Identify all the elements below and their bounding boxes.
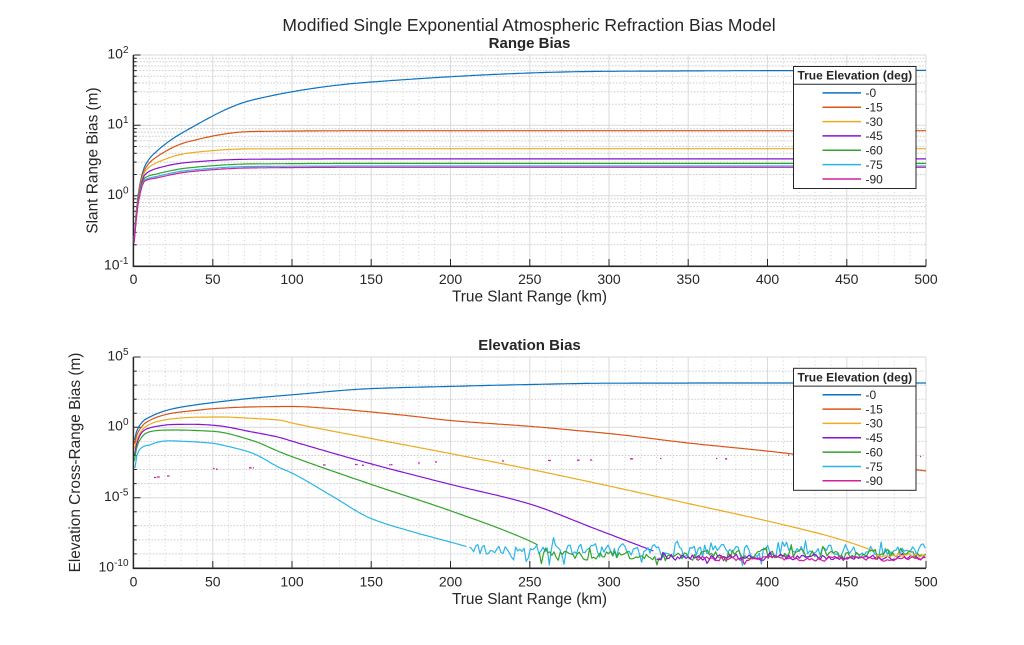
svg-text:-0: -0 — [866, 388, 877, 402]
svg-text:-60: -60 — [866, 445, 884, 459]
svg-text:-90: -90 — [866, 474, 884, 488]
svg-text:150: 150 — [360, 271, 384, 287]
svg-text:True Elevation (deg): True Elevation (deg) — [797, 371, 912, 385]
svg-text:100: 100 — [280, 271, 304, 287]
svg-text:300: 300 — [597, 574, 621, 590]
svg-text:-30: -30 — [866, 417, 884, 431]
svg-text:100: 100 — [280, 574, 304, 590]
svg-text:-75: -75 — [866, 460, 884, 474]
svg-text:300: 300 — [597, 271, 621, 287]
svg-text:-30: -30 — [866, 115, 884, 129]
svg-text:True Slant Range (km): True Slant Range (km) — [452, 289, 607, 306]
svg-text:350: 350 — [677, 574, 701, 590]
svg-text:50: 50 — [205, 574, 221, 590]
svg-text:-60: -60 — [866, 144, 884, 158]
svg-text:-90: -90 — [866, 172, 884, 186]
svg-text:Elevation Cross-Range Bias (m): Elevation Cross-Range Bias (m) — [67, 353, 84, 573]
svg-text:-45: -45 — [866, 129, 884, 143]
svg-text:500: 500 — [914, 574, 938, 590]
svg-text:Slant Range Bias (m): Slant Range Bias (m) — [85, 87, 102, 233]
svg-text:450: 450 — [835, 574, 859, 590]
svg-text:-15: -15 — [866, 402, 884, 416]
svg-text:Modified Single Exponential At: Modified Single Exponential Atmospheric … — [282, 15, 775, 35]
svg-text:200: 200 — [439, 271, 463, 287]
svg-text:400: 400 — [756, 271, 780, 287]
svg-text:250: 250 — [518, 574, 542, 590]
svg-text:True Elevation (deg): True Elevation (deg) — [797, 69, 912, 83]
svg-text:0: 0 — [130, 271, 138, 287]
svg-text:Elevation Bias: Elevation Bias — [478, 337, 581, 354]
svg-text:500: 500 — [914, 271, 938, 287]
svg-text:-45: -45 — [866, 431, 884, 445]
svg-text:250: 250 — [518, 271, 542, 287]
svg-text:200: 200 — [439, 574, 463, 590]
svg-text:-75: -75 — [866, 158, 884, 172]
svg-text:350: 350 — [677, 271, 701, 287]
svg-text:0: 0 — [130, 574, 138, 590]
svg-text:Range Bias: Range Bias — [489, 35, 571, 52]
svg-text:-0: -0 — [866, 86, 877, 100]
svg-text:True Slant Range (km): True Slant Range (km) — [452, 591, 607, 608]
svg-text:50: 50 — [205, 271, 221, 287]
svg-text:150: 150 — [360, 574, 384, 590]
svg-text:-15: -15 — [866, 101, 884, 115]
svg-text:450: 450 — [835, 271, 859, 287]
svg-text:400: 400 — [756, 574, 780, 590]
